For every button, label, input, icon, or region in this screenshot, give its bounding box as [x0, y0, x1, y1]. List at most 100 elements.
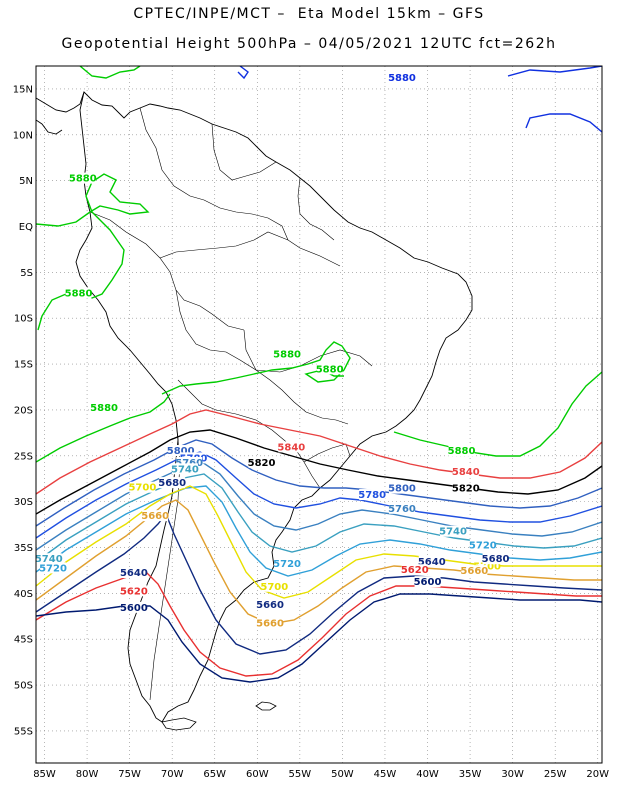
lat-label: 30S — [14, 497, 33, 508]
contour-label: 5660 — [256, 618, 284, 629]
contour-label: 5720 — [39, 563, 67, 574]
contour-5880-brazil — [161, 341, 351, 395]
lat-label: 25S — [14, 451, 33, 462]
contour-label-bg — [388, 482, 415, 494]
contour-labels: 5880588058805880588058805880584058405820… — [35, 71, 510, 629]
contour-label: 5880 — [316, 364, 344, 375]
contour-label: 5660 — [141, 511, 169, 522]
lat-label: EQ — [19, 222, 33, 233]
contour-label-bg — [452, 482, 479, 494]
contour-label: 5680 — [482, 554, 510, 565]
contour-label: 5880 — [65, 288, 93, 299]
contour-5640 — [36, 512, 602, 655]
lon-label: 85W — [33, 769, 56, 780]
contour-label-bg — [257, 599, 284, 611]
contour-label-bg — [452, 466, 479, 478]
latitude-labels: 15N 10N 5N EQ 5S 10S 15S 20S 25S 30S 35S 40S 45S 50S 5… — [13, 84, 33, 737]
contour-label: 5660 — [256, 600, 284, 611]
falkland-islands — [255, 701, 277, 711]
contour-label: 5780 — [358, 490, 386, 501]
lat-label: 10S — [14, 314, 33, 325]
contour-label: 5620 — [401, 565, 429, 576]
contour-label: 5740 — [439, 527, 467, 538]
contour-label: 5880 — [90, 403, 118, 414]
contour-label-bg — [482, 553, 509, 565]
lon-label: 30W — [501, 769, 524, 780]
contour-label-bg — [401, 564, 428, 576]
south-america-coastline — [75, 91, 473, 723]
contour-label-bg — [171, 463, 198, 475]
lon-label: 60W — [246, 769, 269, 780]
contour-label: 5660 — [460, 566, 488, 577]
contour-label: 5820 — [452, 484, 480, 495]
lon-label: 55W — [289, 769, 312, 780]
contour-label-bg — [40, 562, 67, 574]
contour-label-bg — [261, 580, 288, 592]
contour-label-bg — [418, 555, 445, 567]
contour-label: 5600 — [120, 603, 148, 614]
contour-label-bg — [91, 401, 118, 413]
lat-label: 50S — [14, 681, 33, 692]
contour-label-bg — [120, 566, 147, 578]
contour-label-bg — [359, 489, 386, 501]
contour-label-bg — [469, 539, 496, 551]
contour-label-bg — [248, 456, 275, 468]
lat-lon-grid — [36, 66, 602, 763]
lon-label: 50W — [331, 769, 354, 780]
lat-label: 35S — [14, 543, 33, 554]
contour-label: 5880 — [448, 446, 476, 457]
lat-label: 5N — [19, 176, 33, 187]
contour-label: 5600 — [414, 577, 442, 588]
lon-label: 65W — [203, 769, 226, 780]
lat-label: 10N — [13, 130, 33, 141]
contour-5880-atlantic — [393, 371, 602, 457]
lon-label: 35W — [459, 769, 482, 780]
contour-5720 — [36, 485, 602, 577]
contour-5800 — [36, 439, 602, 527]
contour-label: 5880 — [273, 350, 301, 361]
lon-label: 75W — [118, 769, 141, 780]
lat-label: 40S — [14, 589, 33, 600]
lat-label: 5S — [20, 268, 33, 279]
contour-label: 5880 — [388, 73, 416, 84]
lon-label: 20W — [586, 769, 609, 780]
contour-5700 — [36, 485, 602, 599]
contour-5780 — [36, 451, 602, 539]
contour-label: 5620 — [120, 586, 148, 597]
contour-5880-tropics — [36, 173, 150, 331]
contour-label: 5680 — [158, 478, 186, 489]
contour-label-bg — [414, 576, 441, 588]
contour-label-bg — [274, 557, 301, 569]
lat-label: 15S — [14, 360, 33, 371]
contour-label: 5820 — [248, 458, 276, 469]
contour-label: 5740 — [171, 464, 199, 475]
lon-label: 40W — [416, 769, 439, 780]
contour-label-bg — [388, 71, 415, 83]
contour-label-bg — [388, 502, 415, 514]
contour-label-bg — [176, 456, 203, 468]
contour-label-bg — [257, 617, 284, 629]
contour-label: 5700 — [128, 483, 156, 494]
contour-label-bg — [461, 565, 488, 577]
contour-label-bg — [35, 553, 62, 565]
contour-label-bg — [274, 348, 301, 360]
lat-label: 15N — [13, 84, 33, 95]
map-frame — [35, 65, 603, 764]
lon-label: 80W — [76, 769, 99, 780]
contour-label: 5700 — [260, 582, 288, 593]
contour-label-bg — [65, 287, 92, 299]
contour-label-bg — [69, 172, 96, 184]
contour-label: 5800 — [388, 484, 416, 495]
contour-label: 5640 — [120, 568, 148, 579]
lon-label: 45W — [374, 769, 397, 780]
contour-5820 — [36, 429, 602, 515]
contour-5880-blue — [237, 66, 602, 133]
contour-label-bg — [142, 510, 169, 522]
contour-label: 5880 — [69, 174, 97, 185]
map-title-line1: CPTEC/INPE/MCT – Eta Model 15km – GFS — [133, 6, 485, 22]
contour-label: 5760 — [388, 504, 416, 515]
map-title-line2: Geopotential Height 500hPa – 04/05/2021 … — [61, 36, 557, 52]
tierra-del-fuego — [161, 717, 197, 731]
lon-label: 25W — [544, 769, 567, 780]
